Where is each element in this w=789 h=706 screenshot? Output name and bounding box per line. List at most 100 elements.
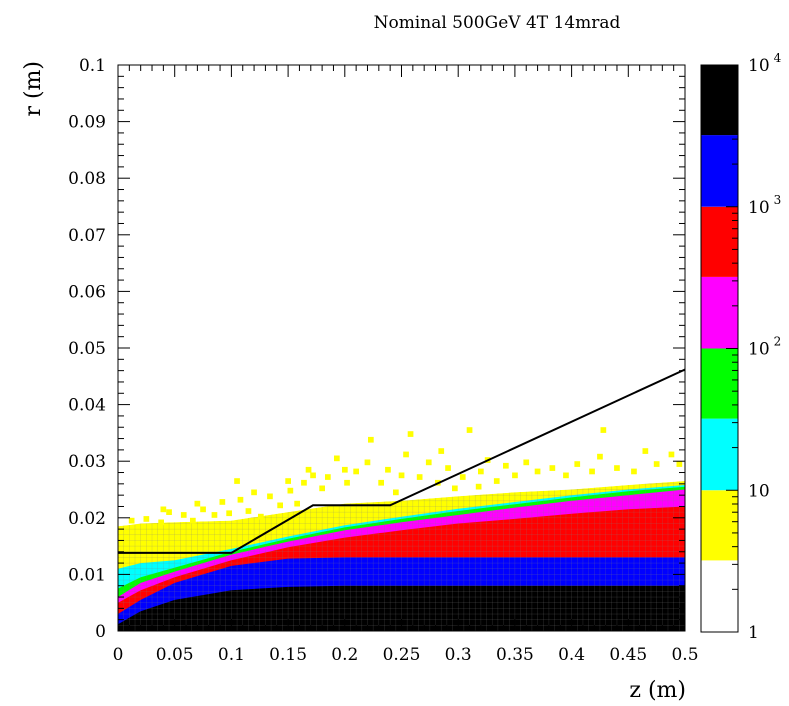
colorbar-label: 10 3 [748,193,781,218]
x-tick-label: 0.2 [331,645,358,665]
sparse-bin [378,479,384,486]
x-tick-label: 0.05 [156,645,194,665]
y-tick-label: 0 [95,622,106,642]
sparse-bin [393,489,399,496]
sparse-bin [493,478,500,484]
sparse-bin [503,462,509,469]
y-tick-label: 0.1 [79,56,106,76]
sparse-bin [251,489,257,496]
sparse-bin [438,448,445,454]
sparse-bin [600,427,607,433]
sparse-bin [160,506,167,513]
beampipe-outline [118,368,686,554]
sparse-bin [368,436,374,443]
sparse-bin [258,513,264,520]
sparse-bin [285,478,291,484]
sparse-bin [319,485,325,492]
sparse-bin [466,427,473,433]
x-tick-label: 0.5 [671,645,698,665]
x-tick-label: 0.4 [558,645,585,665]
sparse-bin [563,472,569,479]
sparse-bin [158,519,164,526]
sparse-bin [425,459,432,466]
sparse-bin [294,500,300,507]
sparse-bin [631,468,637,475]
sparse-bin [523,459,530,466]
colorbar-label: 10 2 [748,335,781,360]
chart-title: Nominal 500GeV 4T 14mrad [374,13,621,33]
x-tick-label: 0.15 [269,645,307,665]
y-tick-label: 0.02 [68,509,106,529]
sparse-bin [267,493,273,500]
y-tick-label: 0.03 [68,452,106,472]
sparse-bin [226,510,232,517]
colorbar-band [701,206,738,277]
colorbar-label-exponent: 4 [774,51,782,65]
sparse-bin [668,451,675,458]
colorbar-band [701,135,738,207]
sparse-bin [642,448,649,454]
colorbar-label-exponent: 3 [774,193,782,207]
x-tick-label: 0.45 [609,645,647,665]
sparse-bin [614,465,620,471]
colorbar-label: 1 [748,623,759,643]
colorbar-band [701,418,738,491]
sparse-bin [287,487,294,494]
sparse-bin [653,461,660,467]
x-tick-label: 0.1 [218,645,245,665]
sparse-bin [200,506,206,513]
colorbar-band [701,65,738,136]
x-axis-title: z (m) [629,678,686,703]
x-tick-label: 0.3 [445,645,472,665]
sparse-bin [478,468,484,475]
colorbar-band [701,560,738,632]
sparse-bin [237,496,244,503]
sparse-bin [219,499,226,505]
sparse-bin [301,479,307,486]
sparse-bin [452,485,458,492]
sparse-bin [403,451,409,458]
sparse-bin [325,474,331,480]
sparse-bin [676,461,683,467]
sparse-bin [234,478,240,484]
x-tick-label: 0 [113,645,124,665]
sparse-bin [574,461,581,467]
plot-area [118,368,686,631]
sparse-bin [416,474,423,480]
sparse-bin [344,479,350,486]
sparse-bin [445,465,451,471]
sparse-bin [407,431,414,437]
sparse-bin [364,459,371,466]
y-tick-label: 0.07 [68,226,106,246]
colorbar-band [701,348,738,419]
sparse-bin [475,483,482,490]
sparse-bin [342,466,348,473]
sparse-bin [310,472,316,479]
sparse-bin [245,508,252,514]
sparse-bin [190,517,196,524]
sparse-bin [194,500,201,507]
colorbar-band [701,490,738,561]
sparse-bin [334,455,340,462]
y-tick-label: 0.01 [68,565,106,585]
y-axis-title: r (m) [21,61,46,117]
sparse-bin [143,516,150,522]
sparse-bin [459,474,466,480]
colorbar-band [701,276,738,349]
sparse-bin [180,512,187,518]
x-tick-label: 0.35 [496,645,534,665]
sparse-bin [512,472,518,479]
region-black [118,585,685,631]
y-tick-label: 0.08 [68,169,106,189]
sparse-bin [166,509,172,515]
sparse-bin [128,517,135,524]
sparse-bin [589,468,595,475]
x-tick-label: 0.25 [383,645,421,665]
y-tick-label: 0.05 [68,339,106,359]
axes: 0 0.05 0.1 0.15 0.2 0.25 0.3 0.35 0.4 0.45 0.5 0 0.0… [68,56,698,665]
y-tick-label: 0.06 [68,282,106,302]
sparse-bin [534,468,541,475]
y-tick-label: 0.04 [68,396,106,416]
